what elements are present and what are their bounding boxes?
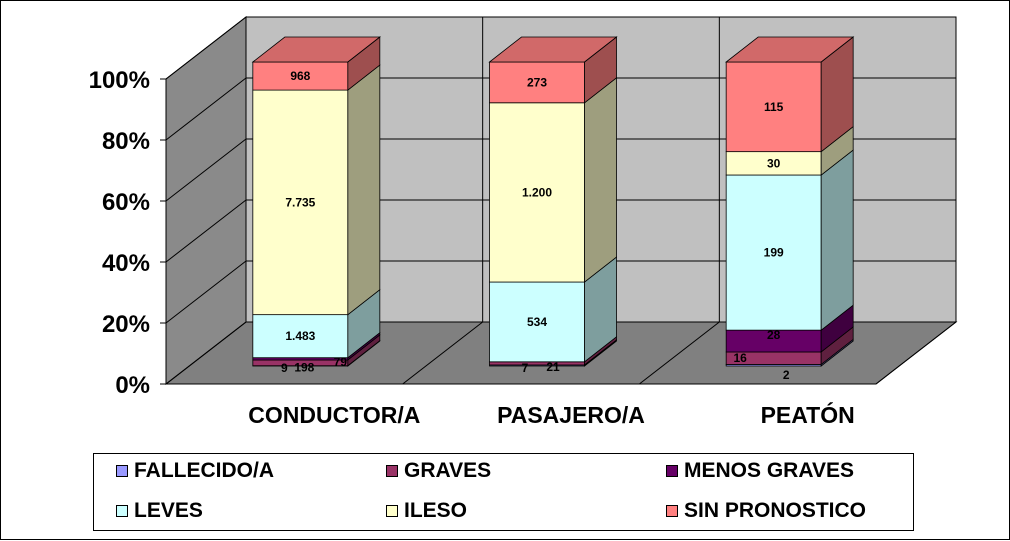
legend-swatch xyxy=(116,465,128,477)
legend-label: LEVES xyxy=(134,499,203,523)
data-label: 16 xyxy=(733,351,747,365)
legend-swatch xyxy=(386,465,398,477)
legend-label: MENOS GRAVES xyxy=(684,459,854,483)
bar-segment-side xyxy=(821,150,853,330)
data-label: 7 xyxy=(522,361,529,375)
legend-item: SIN PRONOSTICO xyxy=(666,499,866,523)
data-label: 79 xyxy=(334,355,348,369)
legend-label: GRAVES xyxy=(404,459,491,483)
bar-segment-side xyxy=(348,65,380,315)
bar-segment xyxy=(490,362,585,365)
y-tick-label: 100% xyxy=(89,67,150,94)
data-label: 198 xyxy=(294,361,314,375)
data-label: 199 xyxy=(764,246,784,260)
legend-swatch xyxy=(666,465,678,477)
y-tick-label: 60% xyxy=(102,189,150,216)
legend-item: FALLECIDO/A xyxy=(116,459,274,483)
legend-swatch xyxy=(666,505,678,517)
x-category-label: PASAJERO/A xyxy=(497,402,645,428)
data-label: 968 xyxy=(290,69,310,83)
data-label: 2 xyxy=(783,368,790,382)
legend-label: SIN PRONOSTICO xyxy=(684,499,866,523)
y-tick-label: 0% xyxy=(115,372,150,399)
legend-item: LEVES xyxy=(116,499,203,523)
legend-item: GRAVES xyxy=(386,459,491,483)
data-label: 273 xyxy=(527,75,547,89)
legend-swatch xyxy=(386,505,398,517)
y-tick-label: 40% xyxy=(102,250,150,277)
chart-bars xyxy=(253,37,853,366)
y-axis: 0% 20% 40% 60% 80% 100% xyxy=(89,67,166,399)
legend-item: MENOS GRAVES xyxy=(666,459,854,483)
bar-segment-side xyxy=(585,78,617,282)
data-label: 115 xyxy=(764,100,784,114)
data-label: 7.735 xyxy=(285,195,315,209)
legend-item: ILESO xyxy=(386,499,467,523)
y-tick-label: 20% xyxy=(102,311,150,338)
data-label: 534 xyxy=(527,315,547,329)
data-label: 1.483 xyxy=(285,329,315,343)
data-label: 30 xyxy=(767,156,781,170)
legend-label: ILESO xyxy=(404,499,467,523)
x-category-label: CONDUCTOR/A xyxy=(248,402,420,428)
data-label: 1.200 xyxy=(522,185,552,199)
data-label: 21 xyxy=(546,360,560,374)
chart-side-wall xyxy=(166,17,246,384)
x-category-label: PEATÓN xyxy=(761,401,855,428)
y-tick-label: 80% xyxy=(102,128,150,155)
legend: FALLECIDO/A GRAVES MENOS GRAVES LEVES ILESO S… xyxy=(93,453,914,531)
data-label: 28 xyxy=(767,328,781,342)
legend-swatch xyxy=(116,505,128,517)
x-axis: CONDUCTOR/A PASAJERO/A PEATÓN xyxy=(166,384,876,428)
legend-label: FALLECIDO/A xyxy=(134,459,274,483)
data-label: 9 xyxy=(281,361,288,375)
